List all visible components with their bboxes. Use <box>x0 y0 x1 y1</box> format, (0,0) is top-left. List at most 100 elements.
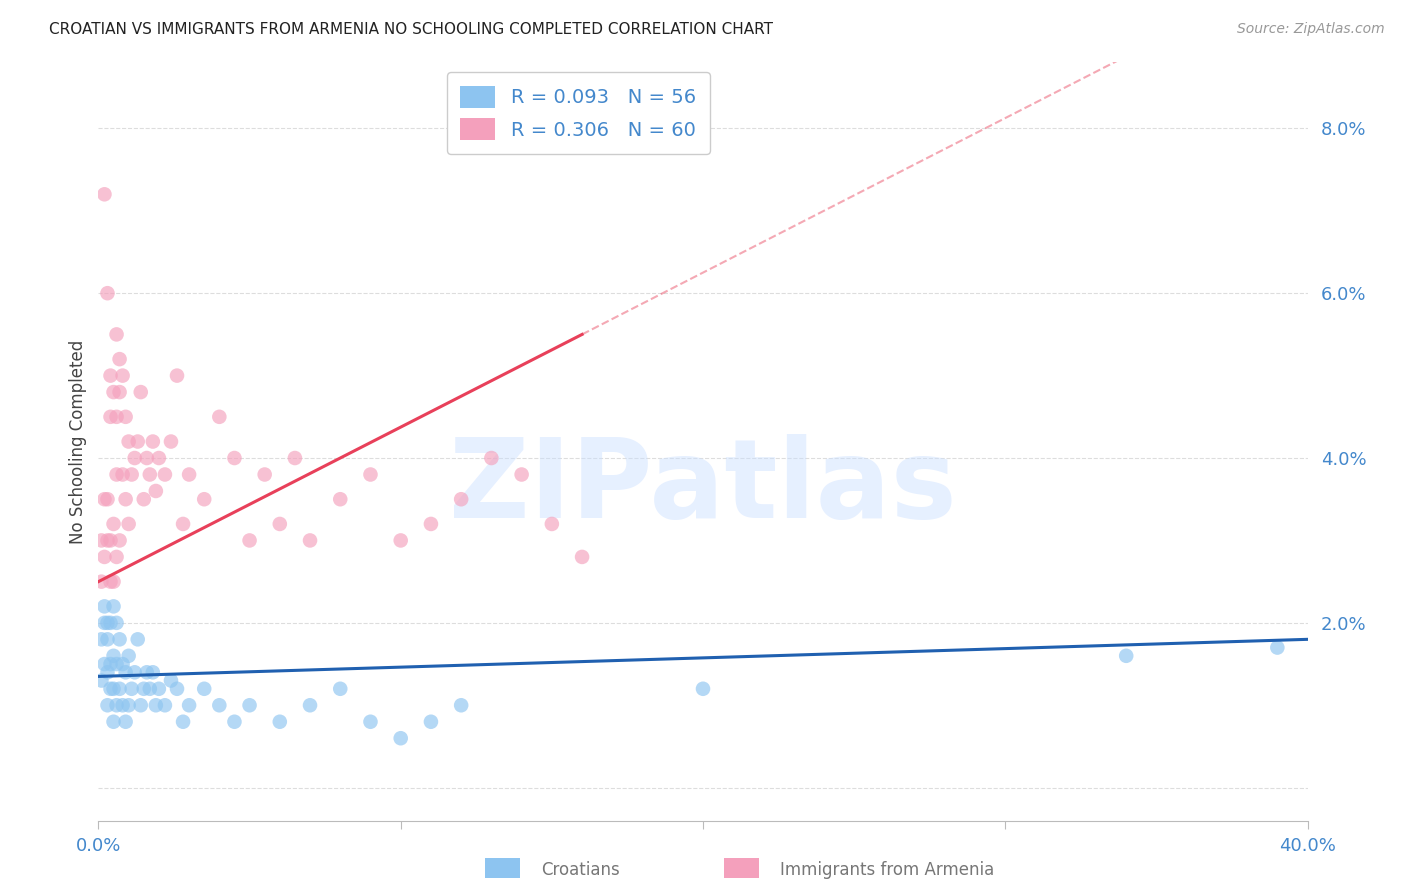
Point <box>100 368 122 383</box>
Point <box>142 434 165 449</box>
Point <box>111 467 134 482</box>
Point <box>124 665 146 680</box>
Point <box>118 434 141 449</box>
Point <box>105 467 128 482</box>
Point <box>135 665 157 680</box>
Point <box>103 714 125 729</box>
Point <box>105 657 128 671</box>
Point <box>118 648 141 663</box>
Point <box>450 492 472 507</box>
Point <box>132 681 155 696</box>
Point <box>103 385 125 400</box>
Point <box>148 450 170 465</box>
Point <box>208 698 231 713</box>
Point <box>208 409 231 424</box>
Text: Source: ZipAtlas.com: Source: ZipAtlas.com <box>1237 22 1385 37</box>
Point <box>127 632 149 647</box>
Text: Croatians: Croatians <box>541 861 620 879</box>
Point <box>114 409 136 424</box>
Point <box>166 368 188 383</box>
Point <box>153 467 176 482</box>
Text: ZIPatlas: ZIPatlas <box>449 434 957 541</box>
Point <box>153 698 176 713</box>
Point <box>111 657 134 671</box>
Point <box>253 467 276 482</box>
Point <box>93 657 115 671</box>
Text: CROATIAN VS IMMIGRANTS FROM ARMENIA NO SCHOOLING COMPLETED CORRELATION CHART: CROATIAN VS IMMIGRANTS FROM ARMENIA NO S… <box>49 22 773 37</box>
Point <box>114 492 136 507</box>
Point <box>103 516 125 531</box>
Point <box>239 698 262 713</box>
Point <box>105 409 128 424</box>
Point <box>224 450 246 465</box>
Point <box>129 698 152 713</box>
Point <box>193 681 215 696</box>
Point <box>540 516 562 531</box>
Point <box>90 574 112 589</box>
Point <box>100 657 122 671</box>
Point <box>142 665 165 680</box>
Point <box>111 698 134 713</box>
Point <box>179 467 201 482</box>
Point <box>103 648 125 663</box>
Point <box>360 714 382 729</box>
Point <box>160 434 183 449</box>
Point <box>100 574 122 589</box>
Point <box>118 516 141 531</box>
Point <box>93 615 115 630</box>
Point <box>224 714 246 729</box>
Point <box>90 673 112 688</box>
Point <box>100 615 122 630</box>
Point <box>481 450 503 465</box>
Point <box>389 731 412 746</box>
Point <box>118 698 141 713</box>
Point <box>329 681 352 696</box>
Point <box>100 409 122 424</box>
Point <box>93 599 115 614</box>
Point <box>100 533 122 548</box>
Point <box>420 714 443 729</box>
Text: Immigrants from Armenia: Immigrants from Armenia <box>780 861 994 879</box>
Point <box>103 681 125 696</box>
Point <box>103 574 125 589</box>
Point <box>111 368 134 383</box>
Point <box>145 698 167 713</box>
Point <box>93 492 115 507</box>
Point <box>139 681 162 696</box>
Point <box>96 632 118 647</box>
Point <box>93 187 115 202</box>
Point <box>510 467 533 482</box>
Point <box>114 714 136 729</box>
Point <box>239 533 262 548</box>
Point <box>160 673 183 688</box>
Point <box>420 516 443 531</box>
Point <box>148 681 170 696</box>
Point <box>108 681 131 696</box>
Point <box>329 492 352 507</box>
Point <box>100 681 122 696</box>
Point <box>269 714 291 729</box>
Point <box>571 549 593 564</box>
Point <box>127 434 149 449</box>
Point <box>114 665 136 680</box>
Point <box>105 549 128 564</box>
Point <box>90 533 112 548</box>
Y-axis label: No Schooling Completed: No Schooling Completed <box>69 340 87 543</box>
Point <box>96 286 118 301</box>
Point <box>1115 648 1137 663</box>
Legend: R = 0.093   N = 56, R = 0.306   N = 60: R = 0.093 N = 56, R = 0.306 N = 60 <box>447 72 710 154</box>
Point <box>108 533 131 548</box>
Point <box>360 467 382 482</box>
Point <box>103 599 125 614</box>
Point <box>139 467 162 482</box>
Point <box>269 516 291 531</box>
Point <box>96 533 118 548</box>
Point <box>299 533 322 548</box>
Point <box>93 549 115 564</box>
Point <box>105 327 128 342</box>
Point <box>96 698 118 713</box>
Point <box>96 665 118 680</box>
Point <box>124 450 146 465</box>
Point <box>96 615 118 630</box>
Point <box>299 698 322 713</box>
